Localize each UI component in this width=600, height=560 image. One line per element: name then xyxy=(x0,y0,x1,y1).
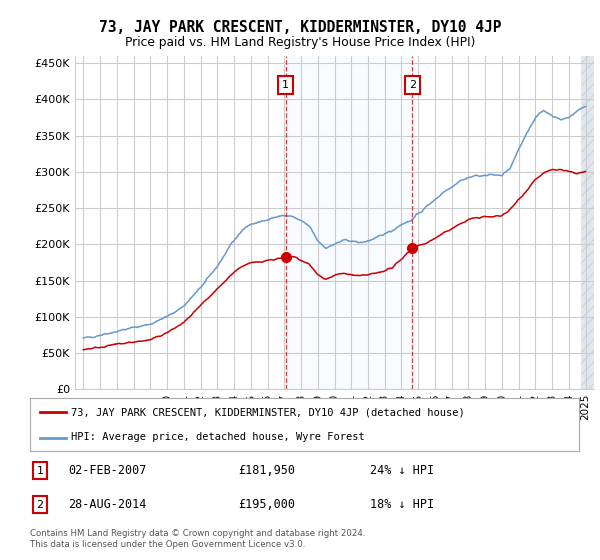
Text: HPI: Average price, detached house, Wyre Forest: HPI: Average price, detached house, Wyre… xyxy=(71,432,365,442)
Text: 02-FEB-2007: 02-FEB-2007 xyxy=(68,464,147,477)
Text: 2: 2 xyxy=(37,500,43,510)
Text: 73, JAY PARK CRESCENT, KIDDERMINSTER, DY10 4JP: 73, JAY PARK CRESCENT, KIDDERMINSTER, DY… xyxy=(99,20,501,35)
Text: 18% ↓ HPI: 18% ↓ HPI xyxy=(370,498,434,511)
Text: 73, JAY PARK CRESCENT, KIDDERMINSTER, DY10 4JP (detached house): 73, JAY PARK CRESCENT, KIDDERMINSTER, DY… xyxy=(71,408,465,418)
Text: 2: 2 xyxy=(409,80,416,90)
Text: Contains HM Land Registry data © Crown copyright and database right 2024.
This d: Contains HM Land Registry data © Crown c… xyxy=(30,529,365,549)
Bar xyxy=(286,56,412,389)
Bar xyxy=(581,56,594,389)
Text: £181,950: £181,950 xyxy=(239,464,296,477)
Text: 24% ↓ HPI: 24% ↓ HPI xyxy=(370,464,434,477)
Text: Price paid vs. HM Land Registry's House Price Index (HPI): Price paid vs. HM Land Registry's House … xyxy=(125,36,475,49)
Text: £195,000: £195,000 xyxy=(239,498,296,511)
Text: 1: 1 xyxy=(282,80,289,90)
Text: 28-AUG-2014: 28-AUG-2014 xyxy=(68,498,147,511)
Text: 1: 1 xyxy=(37,465,43,475)
